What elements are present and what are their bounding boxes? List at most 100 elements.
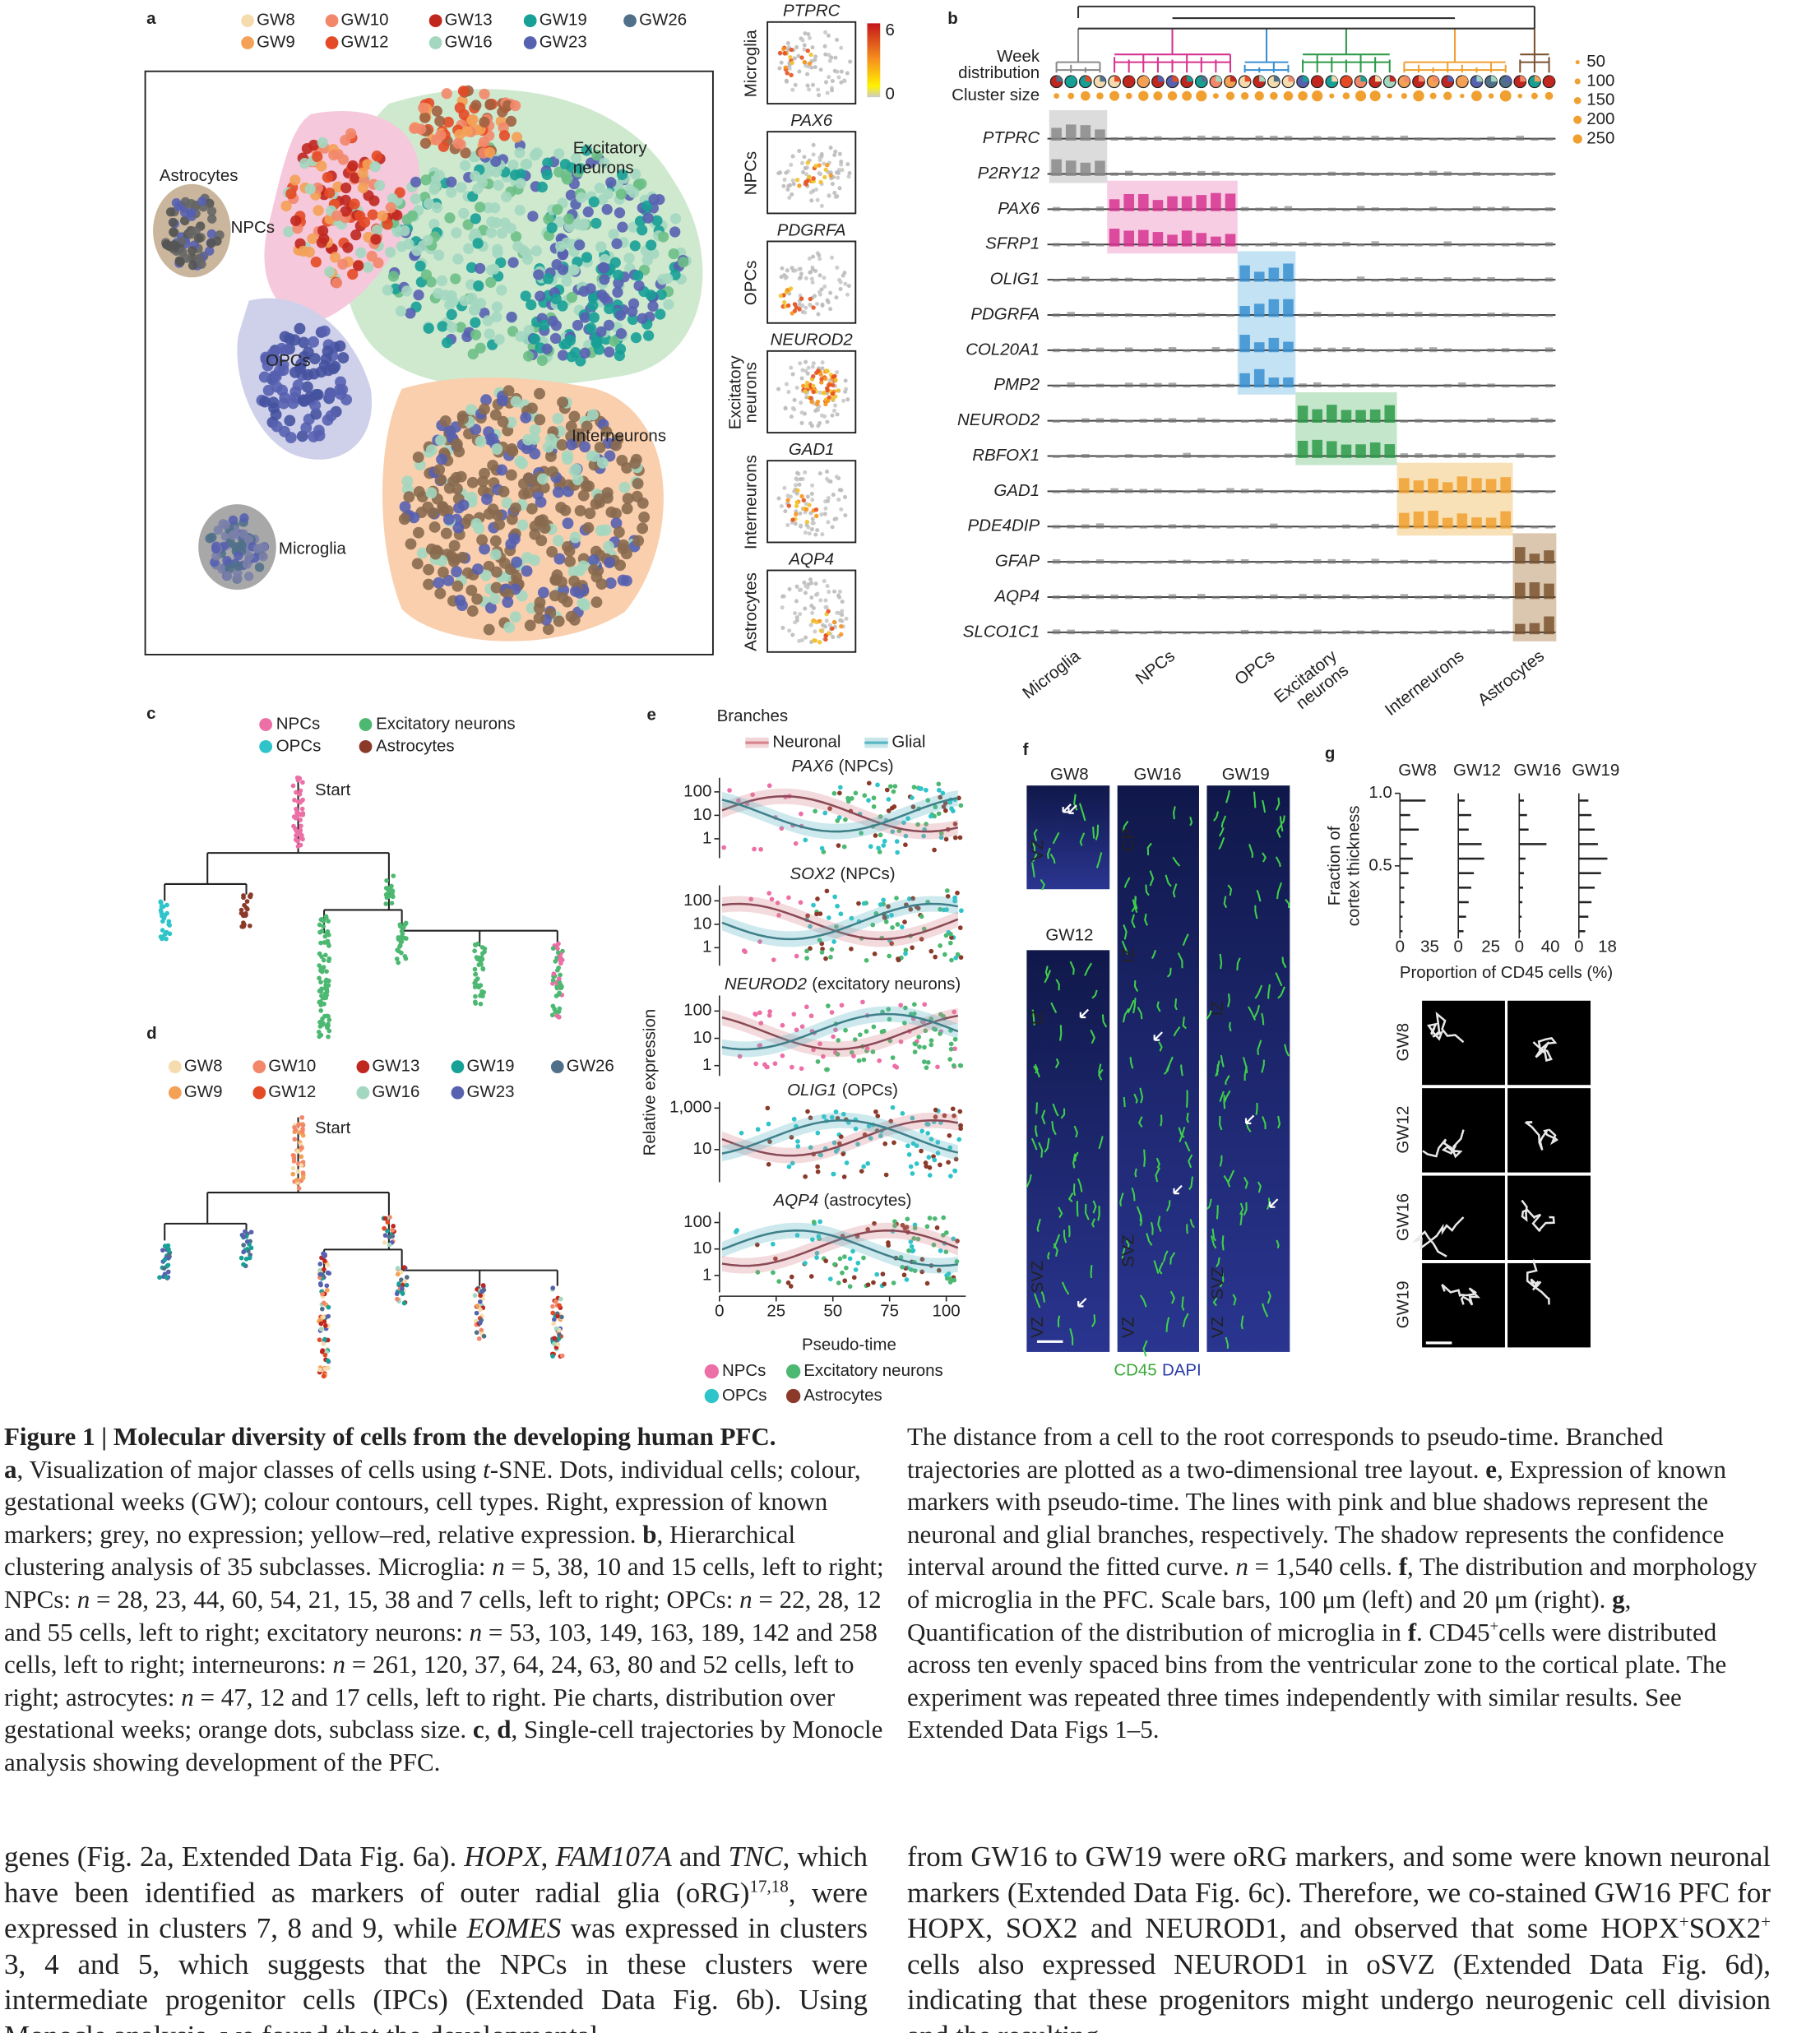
violin: [1399, 512, 1410, 529]
body-left: genes (Fig. 2a, Extended Data Fig. 6a). …: [4, 1839, 868, 2033]
micrograph: [1026, 785, 1110, 890]
text-run: ,: [484, 1715, 498, 1744]
cell-dot: [838, 623, 844, 629]
legend-swatch: [550, 1060, 564, 1074]
violin: [1429, 137, 1438, 141]
cell-dot: [810, 618, 816, 623]
cell-dot: [357, 167, 368, 178]
text-run: n: [332, 1650, 345, 1679]
cell-dot: [483, 623, 495, 636]
cell-dot: [802, 155, 807, 160]
gene-label: NEUROD2: [957, 410, 1040, 429]
violin: [1458, 137, 1466, 141]
cell-dot: [886, 808, 891, 813]
cell-dot: [829, 1010, 835, 1015]
axis-label: Fraction of: [1325, 826, 1344, 905]
microglia: [1155, 1157, 1160, 1169]
violin: [1152, 232, 1164, 247]
cell-dot: [943, 1249, 949, 1255]
size-legend-dot: [1573, 96, 1582, 104]
cell-dot: [300, 1126, 305, 1132]
violin: [1095, 455, 1105, 458]
cell-dot: [803, 635, 808, 640]
cell-dot: [811, 254, 816, 259]
cell-dot: [933, 954, 938, 960]
cell-dot: [828, 290, 833, 295]
cell-dot: [322, 1253, 326, 1259]
gene-label: AQP4: [993, 586, 1040, 605]
microglia: [1227, 1169, 1235, 1183]
microglia: [1146, 1233, 1153, 1246]
microglia: [1163, 1065, 1170, 1075]
size-dot: [1517, 93, 1523, 99]
violin: [1516, 135, 1525, 141]
microglia: [1078, 803, 1086, 822]
cell-dot: [790, 266, 794, 271]
cell-dot: [373, 257, 384, 269]
violin: [1501, 243, 1510, 247]
violin: [1429, 313, 1438, 317]
violin: [1458, 349, 1466, 353]
cell-dot: [822, 161, 827, 166]
confidence-band: [721, 788, 958, 840]
marker-title: PAX6: [790, 111, 832, 130]
violin: [1284, 243, 1293, 247]
column-title: GW16: [1513, 761, 1561, 780]
legend-label: GW10: [341, 11, 389, 30]
size-dot: [1531, 92, 1538, 100]
cell-dot: [556, 1336, 562, 1341]
cell-dot: [575, 355, 586, 367]
violin: [1154, 136, 1162, 141]
microglia: [1216, 1257, 1220, 1267]
cell-dot: [872, 1220, 877, 1226]
cell-dot: [387, 271, 400, 282]
violin: [1168, 313, 1177, 317]
cell-dot: [843, 513, 848, 518]
histogram-bar: [1519, 872, 1524, 874]
cell-dot: [162, 1243, 168, 1248]
microglia: [1158, 1041, 1163, 1052]
cell-dot: [222, 555, 232, 566]
microglia: [1188, 1176, 1194, 1191]
violin: [1095, 347, 1105, 353]
cell-dot: [775, 901, 780, 905]
cell-dot: [881, 843, 887, 848]
cell-dot: [926, 1155, 932, 1160]
violin: [1095, 418, 1105, 423]
cell-dot: [814, 370, 819, 376]
cell-dot: [721, 845, 727, 850]
cell-dot: [317, 922, 322, 928]
cell-dot: [877, 1058, 882, 1063]
cell-dot: [403, 491, 415, 503]
x-tick-label: 0: [1515, 938, 1524, 956]
cell-dot: [880, 1271, 886, 1277]
violin: [1544, 419, 1554, 423]
cell-dot: [300, 1170, 306, 1175]
cell-dot: [355, 247, 367, 258]
cell-dot: [556, 1015, 562, 1020]
cell-dot: [321, 1341, 326, 1346]
cell-dot: [786, 1164, 792, 1169]
cell-dot: [879, 1029, 885, 1035]
cell-dot: [321, 1300, 326, 1306]
violin: [1429, 420, 1438, 423]
violin: [1313, 382, 1322, 388]
violin: [1342, 594, 1350, 600]
microglia: [1095, 824, 1100, 841]
violin: [1255, 526, 1263, 529]
microglia: [1182, 1016, 1187, 1030]
size-dot: [1413, 90, 1424, 102]
cell-dot: [546, 546, 558, 558]
violin: [1313, 279, 1322, 282]
cell-dot: [300, 1132, 306, 1138]
cell-dot: [502, 596, 514, 609]
cell-dot: [651, 215, 663, 226]
cell-dot: [205, 246, 215, 256]
violin: [1487, 276, 1495, 282]
microglia: [1136, 1206, 1142, 1222]
histogram-bar: [1458, 828, 1469, 831]
violin: [1458, 173, 1466, 176]
violin: [1443, 630, 1452, 635]
gene-label: PTPRC: [983, 128, 1040, 147]
cell-dot: [579, 347, 590, 359]
